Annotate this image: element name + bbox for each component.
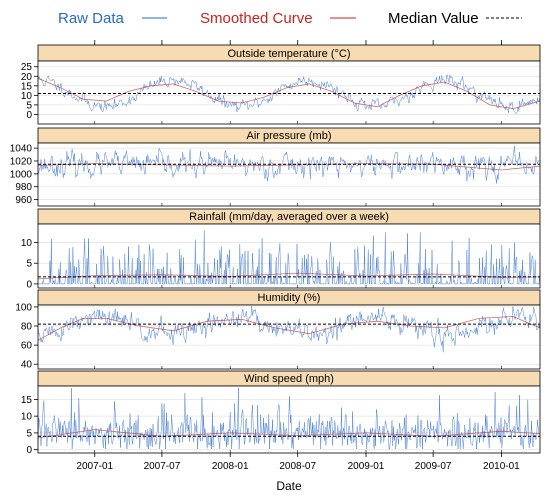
y-tick-label: 10 xyxy=(21,412,33,423)
panel-title: Outside temperature (°C) xyxy=(228,48,351,60)
raw-data-line xyxy=(37,387,540,450)
panel-title: Humidity (%) xyxy=(258,292,321,304)
y-tick-label: 980 xyxy=(15,182,32,193)
x-tick-label: 2007-07 xyxy=(144,461,181,472)
raw-data-line xyxy=(37,73,540,115)
y-tick-label: 10 xyxy=(21,91,33,102)
x-tick-label: 2008-07 xyxy=(279,461,316,472)
plot-area xyxy=(38,143,540,206)
y-tick-label: 20 xyxy=(21,72,33,83)
y-tick-label: 40 xyxy=(21,360,33,371)
y-tick-label: 25 xyxy=(21,62,33,73)
y-tick-label: 0 xyxy=(26,279,32,290)
smoothed-curve xyxy=(37,163,541,171)
x-axis-label: Date xyxy=(276,479,302,493)
y-tick-label: 0 xyxy=(26,445,32,456)
x-tick-label: 2009-07 xyxy=(415,461,452,472)
legend: Raw Data Smoothed Curve Median Value xyxy=(58,10,522,27)
y-tick-label: 100 xyxy=(15,302,32,313)
panel-title: Rainfall (mm/day, averaged over a week) xyxy=(189,211,389,223)
y-tick-label: 15 xyxy=(21,395,33,406)
raw-data-line xyxy=(37,305,540,353)
y-tick-label: 80 xyxy=(21,322,33,333)
x-axis: 2007-01 2007-07 2008-01 2008-07 2009-01 2009-… xyxy=(76,40,520,472)
plot-border xyxy=(37,60,541,125)
smoothed-curve xyxy=(37,77,541,110)
plot-border xyxy=(37,385,541,454)
x-tick-label: 2010-01 xyxy=(483,461,520,472)
plot-area xyxy=(38,61,540,124)
y-tick-label: 5 xyxy=(26,100,32,111)
smoothed-curve xyxy=(37,429,541,439)
plot-border xyxy=(37,142,541,207)
y-tick-label: 0 xyxy=(26,110,32,121)
y-tick-label: 10 xyxy=(21,238,33,249)
plot-border xyxy=(37,304,541,370)
x-tick-label: 2007-01 xyxy=(76,461,113,472)
y-tick-label: 1040 xyxy=(10,144,33,155)
y-tick-label: 15 xyxy=(21,81,33,92)
panel-4: Humidity (%) 40 60 80 100 xyxy=(15,289,541,371)
panel-title: Wind speed (mph) xyxy=(244,373,334,385)
legend-label-raw: Raw Data xyxy=(58,10,125,27)
plot-border xyxy=(37,223,541,289)
panel-3: Rainfall (mm/day, averaged over a week) 0… xyxy=(21,208,541,290)
raw-data-line xyxy=(37,145,540,184)
y-tick-label: 1020 xyxy=(10,157,33,168)
x-tick-label: 2009-01 xyxy=(348,461,385,472)
raw-data-line xyxy=(38,230,540,285)
legend-label-smoothed: Smoothed Curve xyxy=(200,10,313,27)
smoothed-curve xyxy=(37,272,541,280)
plot-area xyxy=(38,305,540,369)
plot-area xyxy=(38,386,540,453)
x-tick-label: 2008-01 xyxy=(212,461,249,472)
smoothed-curve xyxy=(37,316,541,341)
panel-5: Wind speed (mph) 0 5 10 15 xyxy=(21,370,541,456)
y-tick-label: 960 xyxy=(15,195,32,206)
panel-title: Air pressure (mb) xyxy=(247,130,332,142)
y-tick-label: 1000 xyxy=(10,169,33,180)
y-tick-label: 5 xyxy=(26,428,32,439)
legend-label-median: Median Value xyxy=(388,10,479,27)
y-tick-label: 5 xyxy=(26,259,32,270)
y-tick-label: 60 xyxy=(21,341,33,352)
